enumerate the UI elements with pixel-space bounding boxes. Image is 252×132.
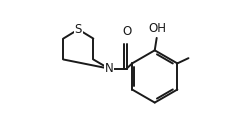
- Text: S: S: [75, 23, 82, 36]
- Text: OH: OH: [148, 22, 166, 35]
- Text: N: N: [105, 62, 113, 75]
- Text: O: O: [122, 25, 131, 37]
